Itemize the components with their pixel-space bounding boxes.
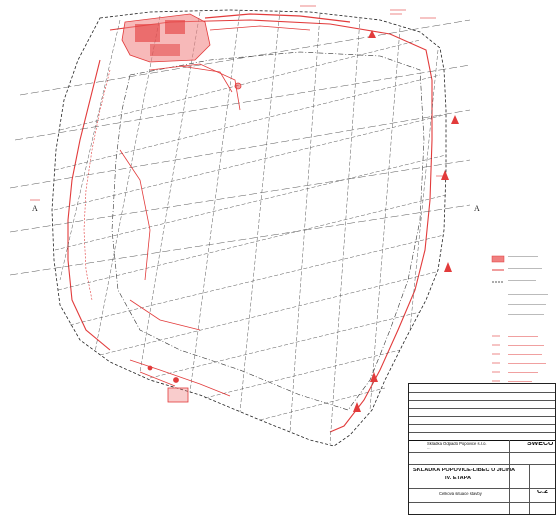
tb-vertical-rule [529, 464, 530, 514]
tb-rule [409, 408, 555, 409]
perimeter-road-inner [67, 59, 111, 351]
perimeter-road-inner-2 [83, 69, 111, 301]
legend-line [508, 294, 548, 295]
legend-line [508, 256, 538, 257]
project-title: SKLÁDKA POPOVICE-LIBEC U JIČÍNA [413, 468, 516, 473]
entrance-features [129, 359, 231, 403]
site-boundary [51, 9, 447, 447]
legend-line [508, 354, 542, 355]
perimeter-road [109, 19, 433, 433]
facility-cluster [121, 13, 351, 63]
legend-line [508, 345, 544, 346]
survey-grid [53, 9, 447, 445]
tb-rule [409, 502, 555, 503]
legend-line [508, 304, 546, 305]
tb-rule [409, 400, 555, 401]
sheet-title: Celková situace stavby [439, 492, 482, 496]
company-details: ... [427, 446, 431, 450]
project-subtitle: IV. ETAPA [445, 476, 472, 481]
tb-rule [409, 440, 555, 441]
legend-line [508, 372, 538, 373]
legend-block [508, 252, 554, 392]
legend-line [508, 363, 546, 364]
tb-rule [409, 424, 555, 425]
firm-logo: SWECO [527, 442, 554, 447]
legend-line [508, 280, 536, 281]
compass-mark-left: A [32, 204, 38, 213]
sheet-number: C.2 [537, 490, 548, 495]
legend-line [508, 314, 544, 315]
tb-rule [409, 452, 555, 453]
cell-outline [111, 51, 425, 411]
tb-rule [409, 488, 555, 489]
company-name: Skládka Odpadů Popovice s.r.o. [427, 442, 487, 446]
legend-swatches [491, 255, 505, 382]
title-block: Skládka Odpadů Popovice s.r.o. ... SKLÁD… [408, 383, 556, 515]
tb-rule [409, 464, 555, 465]
tb-rule [409, 392, 555, 393]
legend-line [508, 381, 532, 382]
legend-line [508, 336, 538, 337]
label-marks [30, 5, 446, 201]
survey-lines [9, 19, 471, 276]
tb-vertical-rule [509, 440, 510, 514]
tb-rule [409, 416, 555, 417]
slope-markers [353, 30, 459, 412]
tb-rule [409, 432, 555, 433]
inner-features [119, 63, 242, 331]
legend-line [508, 268, 542, 269]
compass-mark-right: A [474, 204, 480, 213]
